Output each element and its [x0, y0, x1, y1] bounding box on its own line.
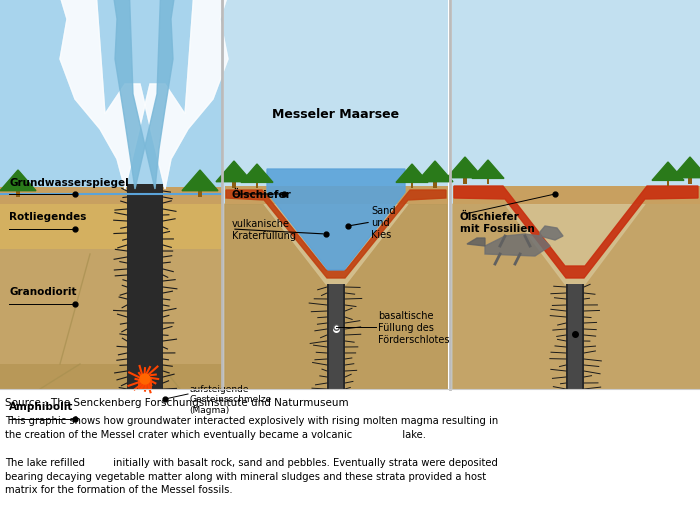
Polygon shape: [0, 171, 36, 191]
Text: Source : The Senckenberg Forschungsinstitute und Naturmuseum: Source : The Senckenberg Forschungsinsti…: [5, 397, 349, 407]
Bar: [327, 285, 345, 389]
Bar: [256, 181, 258, 189]
Polygon shape: [447, 158, 483, 178]
Polygon shape: [396, 165, 428, 183]
Text: Ölschiefer: Ölschiefer: [232, 189, 292, 200]
Polygon shape: [267, 169, 405, 270]
Text: vulkanische
Kraterfüllung: vulkanische Kraterfüllung: [232, 219, 296, 240]
Polygon shape: [55, 0, 233, 190]
Text: basaltische
Füllung des
Förderschlotes: basaltische Füllung des Förderschlotes: [378, 311, 449, 344]
Bar: [688, 177, 692, 185]
Text: This graphic shows how groundwater interacted explosively with rising molten mag: This graphic shows how groundwater inter…: [5, 415, 498, 439]
Bar: [329, 285, 343, 389]
Bar: [568, 285, 582, 389]
Bar: [566, 285, 584, 389]
Polygon shape: [505, 205, 645, 285]
Polygon shape: [264, 205, 408, 285]
Text: Ölschiefer
mit Fossilien: Ölschiefer mit Fossilien: [460, 212, 535, 234]
Bar: [225, 187, 448, 205]
Bar: [224, 0, 448, 389]
Bar: [16, 189, 20, 197]
Bar: [138, 379, 152, 389]
Polygon shape: [182, 171, 218, 191]
Polygon shape: [346, 205, 447, 389]
Bar: [463, 177, 467, 185]
Text: Amphibolit: Amphibolit: [9, 401, 74, 411]
Bar: [486, 178, 489, 185]
Polygon shape: [111, 0, 177, 190]
Polygon shape: [225, 205, 326, 389]
Polygon shape: [672, 158, 700, 178]
Polygon shape: [485, 235, 550, 257]
Text: The lake refilled         initially with basalt rock, sand and pebbles. Eventual: The lake refilled initially with basalt …: [5, 457, 498, 494]
Bar: [0, 364, 222, 389]
Polygon shape: [241, 165, 273, 183]
Polygon shape: [467, 239, 485, 246]
Polygon shape: [226, 191, 446, 278]
Text: Grundwasserspiegel: Grundwasserspiegel: [9, 178, 129, 188]
Bar: [232, 181, 236, 189]
Polygon shape: [472, 161, 504, 179]
Bar: [433, 181, 437, 189]
Polygon shape: [225, 205, 326, 389]
Bar: [127, 185, 163, 389]
Polygon shape: [453, 205, 565, 389]
Polygon shape: [346, 205, 447, 389]
Bar: [0, 188, 222, 208]
Text: Rotliegendes: Rotliegendes: [9, 212, 86, 221]
Bar: [453, 187, 700, 205]
Polygon shape: [55, 0, 233, 190]
Circle shape: [140, 374, 150, 384]
Bar: [198, 189, 202, 197]
Bar: [0, 0, 222, 389]
Text: aufsteigende
Gesteinsschmelze
(Magma): aufsteigende Gesteinsschmelze (Magma): [189, 384, 272, 414]
Bar: [452, 0, 700, 389]
Polygon shape: [540, 227, 563, 241]
Bar: [666, 180, 669, 187]
Bar: [453, 200, 700, 389]
Text: Messeler Maarsee: Messeler Maarsee: [272, 108, 400, 121]
Bar: [0, 205, 222, 254]
Polygon shape: [454, 187, 698, 278]
Polygon shape: [417, 162, 453, 182]
Bar: [411, 181, 414, 189]
Bar: [0, 249, 222, 364]
Bar: [225, 200, 448, 389]
Text: Sand
und
Kies: Sand und Kies: [371, 206, 395, 239]
Polygon shape: [652, 163, 684, 181]
Polygon shape: [216, 162, 252, 182]
Text: Granodiorit: Granodiorit: [9, 287, 76, 296]
Polygon shape: [585, 205, 698, 389]
